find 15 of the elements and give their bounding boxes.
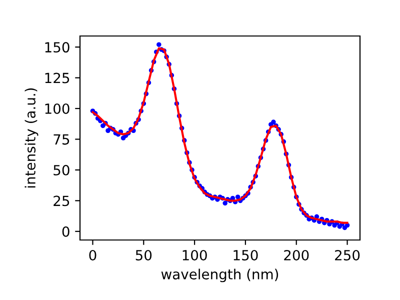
y-tick-label: 25 xyxy=(54,196,70,206)
x-tick-label: 200 xyxy=(284,250,309,260)
y-tick-label: 125 xyxy=(45,72,70,84)
y-tick-label: 0 xyxy=(62,226,70,237)
x-tick-label: 0 xyxy=(89,250,96,260)
y-tick-label: 150 xyxy=(45,42,70,53)
y-tick-label: 100 xyxy=(45,103,70,114)
y-axis-title: intensity (a.u.) xyxy=(24,88,38,188)
y-tick-label: 50 xyxy=(54,164,70,176)
x-tick-label: 50 xyxy=(136,250,152,260)
y-tick-label: 75 xyxy=(54,134,70,145)
x-tick-label: 150 xyxy=(234,250,258,260)
x-tick-label: 250 xyxy=(335,250,360,260)
x-axis-title: wavelength (nm) xyxy=(161,268,278,282)
x-tick-label: 100 xyxy=(182,250,207,260)
